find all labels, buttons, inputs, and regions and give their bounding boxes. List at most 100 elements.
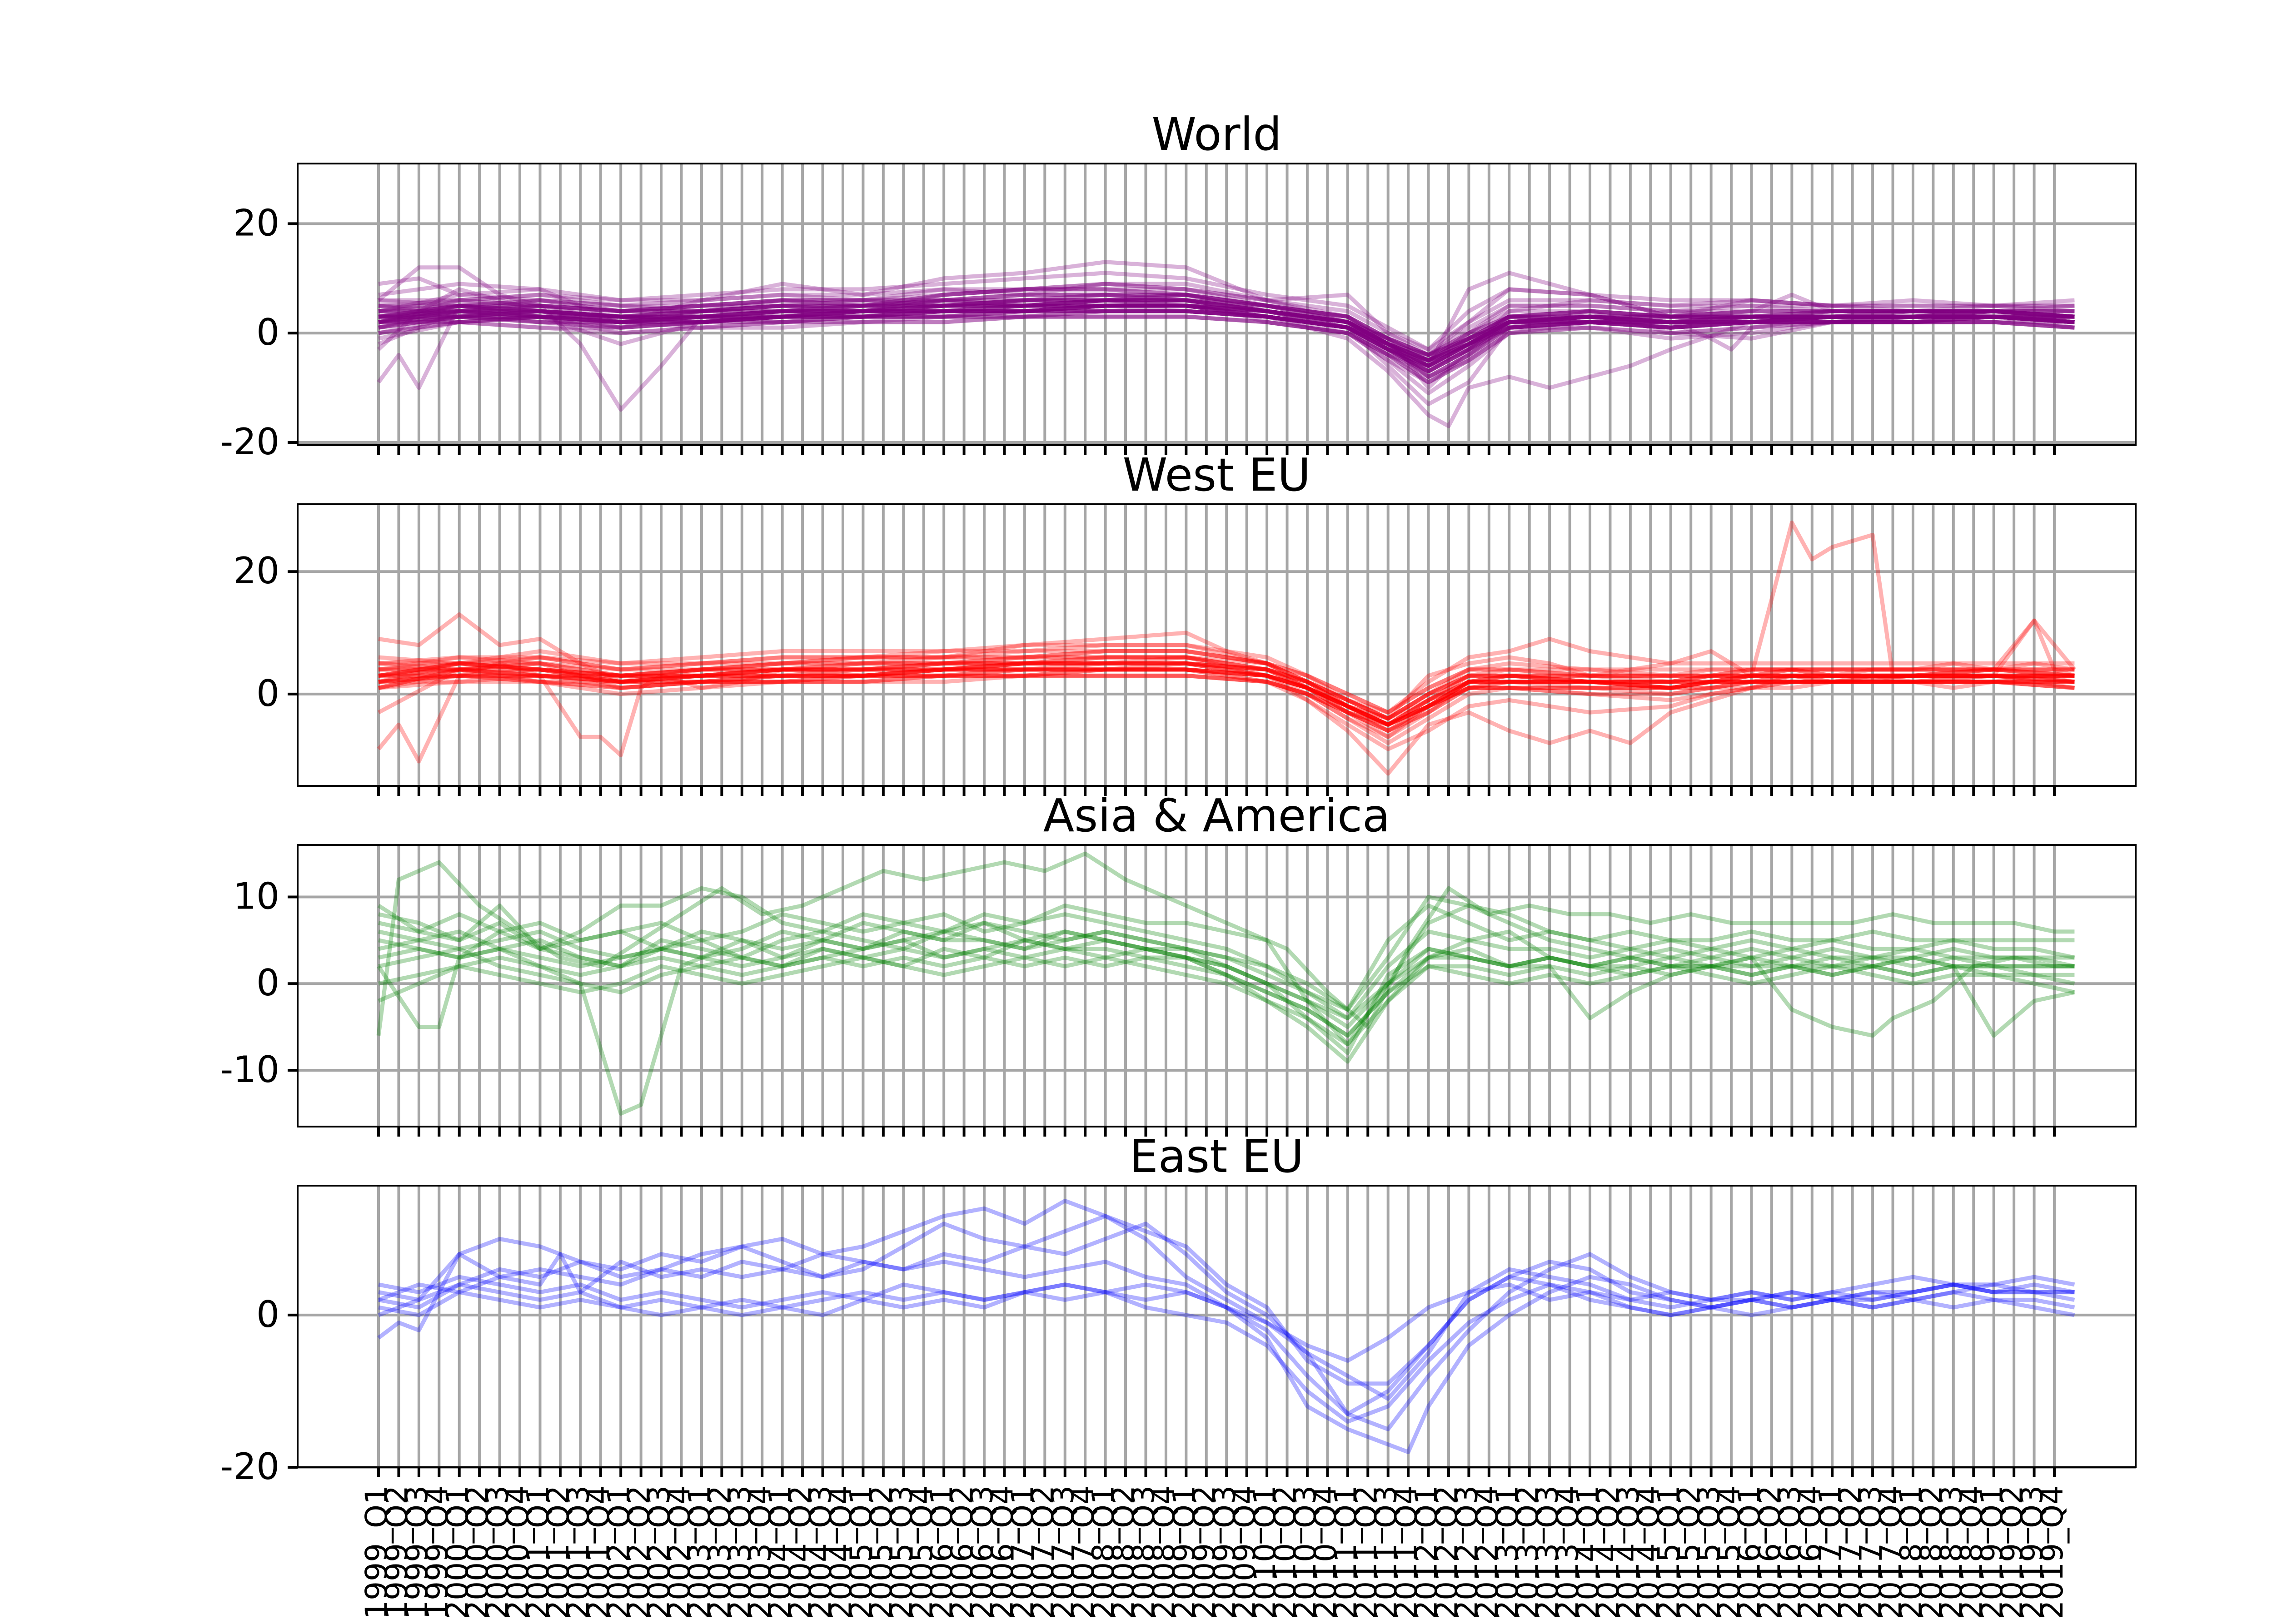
x-tick-label: 2009_Q4 xyxy=(1227,1485,1262,1619)
series-line-world-23 xyxy=(378,303,2075,373)
series-line-west-eu-8 xyxy=(378,649,2075,727)
x-tick-label: 2000_Q4 xyxy=(500,1485,535,1619)
y-tick-label: 20 xyxy=(233,202,279,244)
x-tick-label: 2003_Q1 xyxy=(682,1485,717,1619)
series-line-west-eu-22 xyxy=(379,661,2075,721)
x-tick-label: 2005_Q4 xyxy=(904,1485,939,1619)
series-line-east-eu-5 xyxy=(378,1275,2075,1416)
x-tick-label: 2012_Q4 xyxy=(1470,1485,1505,1619)
series-line-asia-america-10 xyxy=(378,947,2075,1029)
x-tick-label: 2012_Q1 xyxy=(1409,1485,1444,1619)
series-line-world-5 xyxy=(379,293,2075,368)
x-tick-label: 2018_Q4 xyxy=(1954,1485,1989,1619)
series-line-east-eu-2 xyxy=(378,1275,2075,1363)
series-line-world-38 xyxy=(379,303,2075,363)
series-line-west-eu-21 xyxy=(378,667,2075,727)
series-line-world-8 xyxy=(378,282,2075,379)
x-tick-label: 2016_Q2 xyxy=(1752,1485,1787,1619)
x-tick-label: 2018_Q2 xyxy=(1913,1485,1948,1619)
panel-world: 20 0 -20 World xyxy=(220,108,2137,463)
x-tick-label: 2010_Q1 xyxy=(1247,1485,1282,1619)
series-line-world-42 xyxy=(378,298,2075,368)
series-line-world-35 xyxy=(378,314,2075,385)
x-grid xyxy=(377,164,2056,445)
y-tick-label: 10 xyxy=(233,875,279,917)
series-line-west-eu-10 xyxy=(378,637,2075,715)
series-line-world-2 xyxy=(377,287,2075,407)
series-line-world-20 xyxy=(378,293,2075,373)
x-tick-label: 2010_Q3 xyxy=(1288,1485,1323,1619)
series-line-world-11 xyxy=(378,298,2075,368)
series-line-west-eu-15 xyxy=(378,655,2075,733)
y-tick-label: -20 xyxy=(220,421,279,463)
x-tick-label: 2000_Q3 xyxy=(480,1485,515,1619)
series-line-world-7 xyxy=(378,314,2075,385)
x-tick-label: 2012_Q2 xyxy=(1429,1485,1464,1619)
x-tick-label: 2009_Q1 xyxy=(1166,1485,1201,1619)
x-tick-label: 2017_Q2 xyxy=(1833,1485,1868,1619)
series-line-world-30 xyxy=(378,298,2075,379)
x-tick-label: 2005_Q2 xyxy=(864,1485,899,1619)
x-tick-label: 2002_Q2 xyxy=(622,1485,657,1619)
y-grid xyxy=(298,222,2136,444)
x-tick-label: 1999_Q2 xyxy=(379,1485,414,1619)
x-grid xyxy=(377,845,2056,1127)
series-line-world-44 xyxy=(378,303,2075,373)
series-line-world-3 xyxy=(378,260,2075,357)
x-tick-label: 2008_Q1 xyxy=(1086,1485,1121,1619)
series-line-world-9 xyxy=(378,282,2075,390)
series-line-world-16 xyxy=(378,287,2075,363)
x-tick-labels: 1999_Q11999_Q21999_Q31999_Q42000_Q12000_… xyxy=(359,1485,2070,1619)
series-line-world-32 xyxy=(378,309,2075,357)
axes-frame xyxy=(297,1185,2137,1468)
series-line-world-21 xyxy=(378,314,2075,373)
x-tick-label: 1999_Q3 xyxy=(399,1485,434,1619)
series-line-asia-america-11 xyxy=(378,955,2075,1038)
x-tick-label: 2013_Q3 xyxy=(1530,1485,1565,1619)
series-line-world-4 xyxy=(377,303,2075,428)
series-line-asia-america-8 xyxy=(378,955,2075,1047)
series-line-west-eu-18 xyxy=(378,661,2075,727)
y-tick-label: 0 xyxy=(256,672,279,715)
series-line-world-24 xyxy=(378,303,2075,363)
y-grid xyxy=(298,570,2136,695)
series-line-east-eu-3 xyxy=(378,1252,2075,1454)
axes-frame xyxy=(297,844,2137,1127)
x-tick-label: 2003_Q2 xyxy=(702,1485,737,1619)
series-group xyxy=(377,260,2075,428)
series-line-west-eu-17 xyxy=(378,667,2075,727)
series-line-world-39 xyxy=(378,309,2075,368)
series-line-east-eu-6 xyxy=(378,1282,2075,1424)
series-line-world-40 xyxy=(378,298,2075,363)
series-line-world-17 xyxy=(379,309,2075,363)
series-line-world-43 xyxy=(378,303,2075,357)
series-group xyxy=(376,851,2075,1116)
y-tick-label: -10 xyxy=(220,1048,279,1091)
series-line-east-eu-7 xyxy=(378,1199,2075,1401)
series-line-west-eu-14 xyxy=(379,673,2075,727)
series-line-east-eu-4 xyxy=(378,1222,2075,1431)
series-line-west-eu-12 xyxy=(378,661,2075,745)
series-line-west-eu-6 xyxy=(378,667,2075,727)
series-line-world-36 xyxy=(379,298,2075,357)
x-tick-label: 2019_Q3 xyxy=(2015,1485,2050,1619)
x-tick-label: 2015_Q3 xyxy=(1692,1485,1727,1619)
series-line-world-14 xyxy=(379,293,2075,357)
x-tick-label: 2007_Q2 xyxy=(1025,1485,1060,1619)
series-line-west-eu-11 xyxy=(379,667,2075,727)
x-tick-label: 2002_Q3 xyxy=(642,1485,677,1619)
series-line-west-eu-26 xyxy=(378,673,2075,727)
series-line-world-28 xyxy=(378,293,2075,373)
series-group xyxy=(377,1199,2075,1454)
x-tick-label: 2006_Q4 xyxy=(985,1485,1020,1619)
series-line-world-6 xyxy=(377,265,2075,412)
series-line-world-29 xyxy=(378,298,2075,368)
series-group xyxy=(377,520,2076,776)
x-tick-label: 2017_Q4 xyxy=(1873,1485,1908,1619)
x-tick-label: 2003_Q4 xyxy=(742,1485,777,1619)
series-line-west-eu-27 xyxy=(379,655,2075,721)
y-tick-label: -20 xyxy=(220,1445,279,1488)
series-line-world-31 xyxy=(379,293,2075,363)
series-line-asia-america-4 xyxy=(377,921,2075,1064)
